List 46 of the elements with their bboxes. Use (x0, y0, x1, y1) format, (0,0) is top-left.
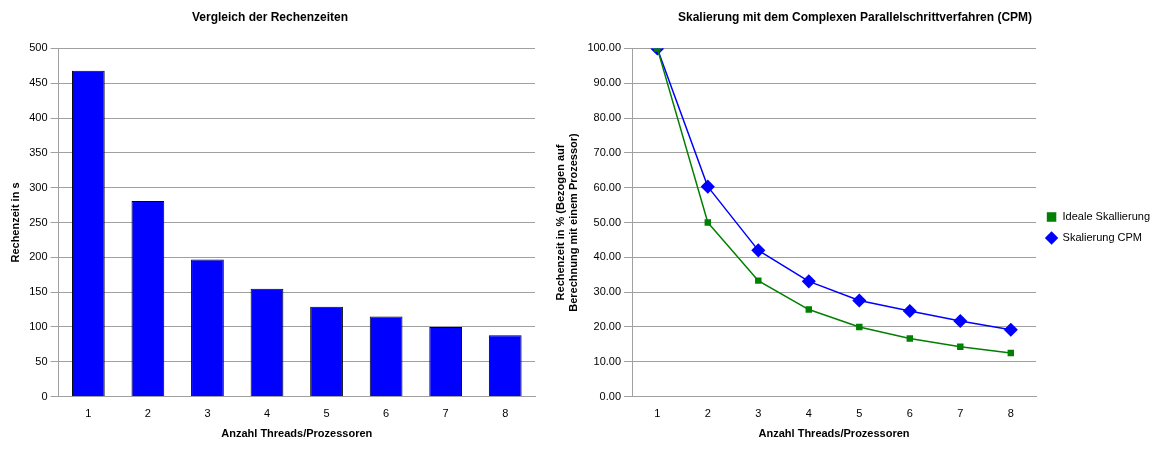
x-tick-label: 5 (856, 407, 863, 420)
x-tick-label: 3 (204, 407, 211, 420)
y-tick-label: 0 (41, 389, 48, 402)
x-tick-label: 3 (755, 407, 762, 420)
y-axis-title: Rechenzeit in s (8, 182, 21, 263)
y-tick-label: 80.00 (593, 111, 622, 124)
y-tick-label: 150 (29, 285, 48, 298)
y-tick-label: 500 (29, 41, 48, 54)
x-tick-label: 8 (502, 407, 509, 420)
y-tick-label: 90.00 (593, 76, 622, 89)
y-tick-label: 70.00 (593, 145, 622, 158)
y-tick-label: 0.00 (599, 389, 622, 402)
x-tick-label: 7 (957, 407, 964, 420)
x-tick-label: 7 (442, 407, 449, 420)
legend-label: Skalierung CPM (1062, 231, 1143, 244)
y-tick-label: 50 (35, 354, 48, 367)
x-axis-title: Anzahl Threads/Prozessoren (758, 427, 910, 440)
x-tick-label: 6 (906, 407, 913, 420)
y-tick-label: 100 (29, 319, 48, 332)
y-tick-label: 60.00 (593, 180, 622, 193)
x-tick-label: 6 (383, 407, 390, 420)
x-tick-label: 8 (1007, 407, 1014, 420)
y-tick-label: 100.00 (587, 41, 622, 54)
y-tick-label: 250 (29, 215, 48, 228)
chart-title: Vergleich der Rechenzeiten (191, 9, 349, 24)
y-tick-label: 200 (29, 250, 48, 263)
y-tick-label: 20.00 (593, 319, 622, 332)
y-tick-label: 50.00 (593, 215, 622, 228)
y-tick-label: 10.00 (593, 354, 622, 367)
y-tick-label: 300 (29, 180, 48, 193)
y-tick-label: 40.00 (593, 250, 622, 263)
x-axis-title: Anzahl Threads/Prozessoren (221, 427, 373, 440)
y-tick-label: 350 (29, 145, 48, 158)
x-tick-label: 4 (805, 407, 812, 420)
y-tick-label: 30.00 (593, 285, 622, 298)
legend-label: Ideale Skallierung (1062, 210, 1151, 223)
x-tick-label: 4 (263, 407, 271, 420)
x-tick-label: 1 (85, 407, 92, 420)
chart-title: Skalierung mit dem Complexen Parallelschrittverfahren (CPM) (677, 9, 1033, 24)
y-axis-title: Rechenzeit in % (Bezogen auf Berechnung mit einem Prozessor) (553, 132, 579, 312)
x-tick-label: 5 (323, 407, 330, 420)
x-tick-label: 2 (704, 407, 711, 420)
y-tick-label: 450 (29, 76, 48, 89)
x-tick-label: 2 (144, 407, 151, 420)
y-tick-label: 400 (29, 111, 48, 124)
x-tick-label: 1 (654, 407, 661, 420)
